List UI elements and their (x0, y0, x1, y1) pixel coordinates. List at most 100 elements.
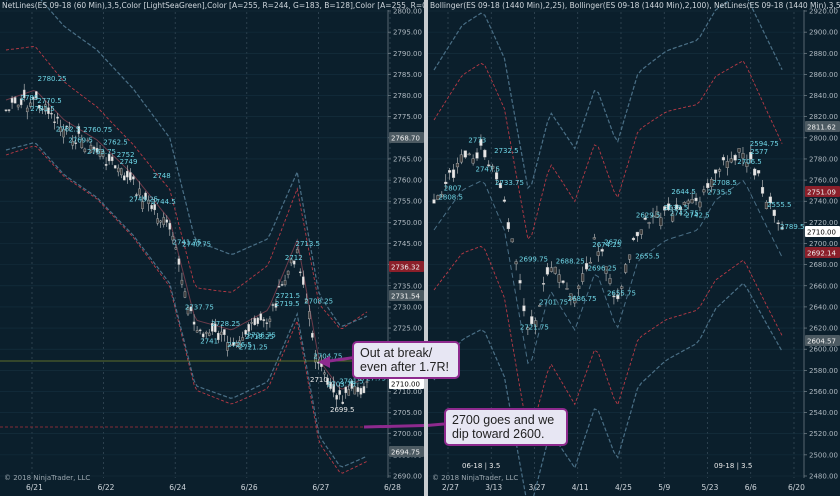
price-badge-label: 2694.75 (391, 449, 420, 457)
y-tick-label: 2790.00 (393, 50, 422, 58)
candle (362, 386, 366, 394)
x-date-label: 6/27 (312, 483, 329, 492)
price-label: 2747.5 (475, 165, 500, 173)
candle (308, 311, 311, 320)
price-label: 2721.75 (520, 324, 549, 332)
left-chart[interactable]: 6/21 6/22 6/24 6/26 6/27 6/28 2800.00 2795.00 27… (0, 0, 424, 496)
candle (545, 267, 549, 275)
price-label: 2706.5 (737, 158, 762, 166)
candle (265, 322, 269, 324)
candle (335, 395, 338, 400)
candle (204, 332, 208, 334)
bollinger-band (433, 60, 783, 240)
price-label: 2718.25 (245, 333, 274, 341)
candle (192, 321, 196, 325)
right-chart-header: Bollinger(ES 09-18 (1440 Min),2,25), Bol… (430, 1, 840, 10)
candle (526, 327, 530, 330)
candle (101, 151, 105, 157)
callout-2700-dip: 2700 goes and we dip toward 2600. (444, 408, 568, 446)
candle (86, 139, 90, 142)
x-date-label: 6/20 (788, 483, 805, 492)
y-tick-label: 2800.00 (393, 8, 422, 16)
candle (581, 273, 585, 282)
candle (314, 355, 317, 363)
candle (483, 149, 487, 158)
y-tick-label: 2745.00 (393, 240, 422, 248)
candle (241, 337, 244, 341)
candle (655, 211, 659, 218)
candle (757, 170, 761, 174)
candle (577, 285, 581, 290)
y-tick-label: 2620.00 (809, 325, 838, 333)
price-label: 2749.25 (129, 195, 158, 203)
candle (600, 249, 604, 252)
candle (74, 142, 78, 144)
candle (59, 126, 62, 132)
candle (132, 176, 135, 180)
candle (671, 213, 675, 222)
candle (274, 303, 278, 308)
candle (338, 390, 341, 395)
candle (177, 258, 181, 265)
candle (323, 372, 326, 375)
price-label: 2555.5 (767, 201, 792, 209)
candle (214, 323, 217, 333)
x-date-label: 2/27 (442, 483, 459, 492)
candle (436, 195, 440, 200)
price-badge (389, 290, 424, 301)
candle (186, 307, 190, 315)
y-tick-label: 2800.00 (809, 134, 838, 142)
candle (211, 323, 214, 332)
y-tick-label: 2760.00 (393, 177, 422, 185)
candle (89, 144, 93, 153)
y-tick-label: 2840.00 (809, 92, 838, 100)
candle (627, 254, 632, 260)
candle (10, 98, 14, 103)
candle (737, 148, 741, 153)
candle (56, 116, 59, 119)
y-tick-label: 2580.00 (809, 367, 838, 375)
price-label: 2808.5 (438, 194, 463, 202)
y-tick-label: 2680.00 (809, 261, 838, 269)
x-date-label: 3/27 (529, 483, 546, 492)
candle (135, 194, 138, 196)
candle (768, 196, 772, 204)
price-badge-label: 2710.00 (807, 229, 836, 237)
candle (694, 197, 698, 202)
candle (569, 293, 573, 300)
candle (561, 280, 565, 283)
candle (651, 215, 655, 217)
candle (647, 222, 651, 224)
candle (530, 316, 534, 325)
candle (292, 260, 296, 265)
price-badge-label: 2751.09 (807, 189, 836, 197)
candle (706, 183, 710, 188)
candle (341, 401, 344, 404)
candle (201, 333, 205, 338)
y-tick-label: 2730.00 (393, 303, 422, 311)
chart-divider[interactable] (424, 0, 428, 496)
y-tick-label: 2640.00 (809, 303, 838, 311)
left-chart-panel[interactable]: 6/21 6/22 6/24 6/26 6/27 6/28 2800.00 2795.00 27… (0, 0, 461, 496)
price-label: 2749 (120, 158, 138, 166)
price-label: 2726.75 (247, 331, 276, 339)
candle (174, 247, 178, 250)
price-label: 2710 (310, 376, 328, 384)
y-tick-label: 2740.00 (809, 198, 838, 206)
candle (7, 109, 11, 111)
price-label: 2629.5 (636, 211, 661, 219)
candle (253, 318, 256, 326)
candle (289, 258, 293, 264)
price-label: 2742.75 (670, 210, 699, 218)
price-label: 2763.75 (87, 148, 116, 156)
candle (344, 386, 347, 394)
price-label: 2781.5 (30, 105, 55, 113)
candle (302, 276, 305, 285)
candle (180, 279, 184, 285)
x-date-label: 3/13 (485, 483, 502, 492)
y-tick-label: 2500.00 (809, 451, 838, 459)
candle (232, 342, 235, 346)
y-tick-label: 2880.00 (809, 50, 838, 58)
right-chart[interactable]: 2/27 3/13 3/27 4/11 4/25 5/9 5/23 6/6 6/20 2920.0… (428, 0, 840, 496)
candle (171, 235, 175, 241)
